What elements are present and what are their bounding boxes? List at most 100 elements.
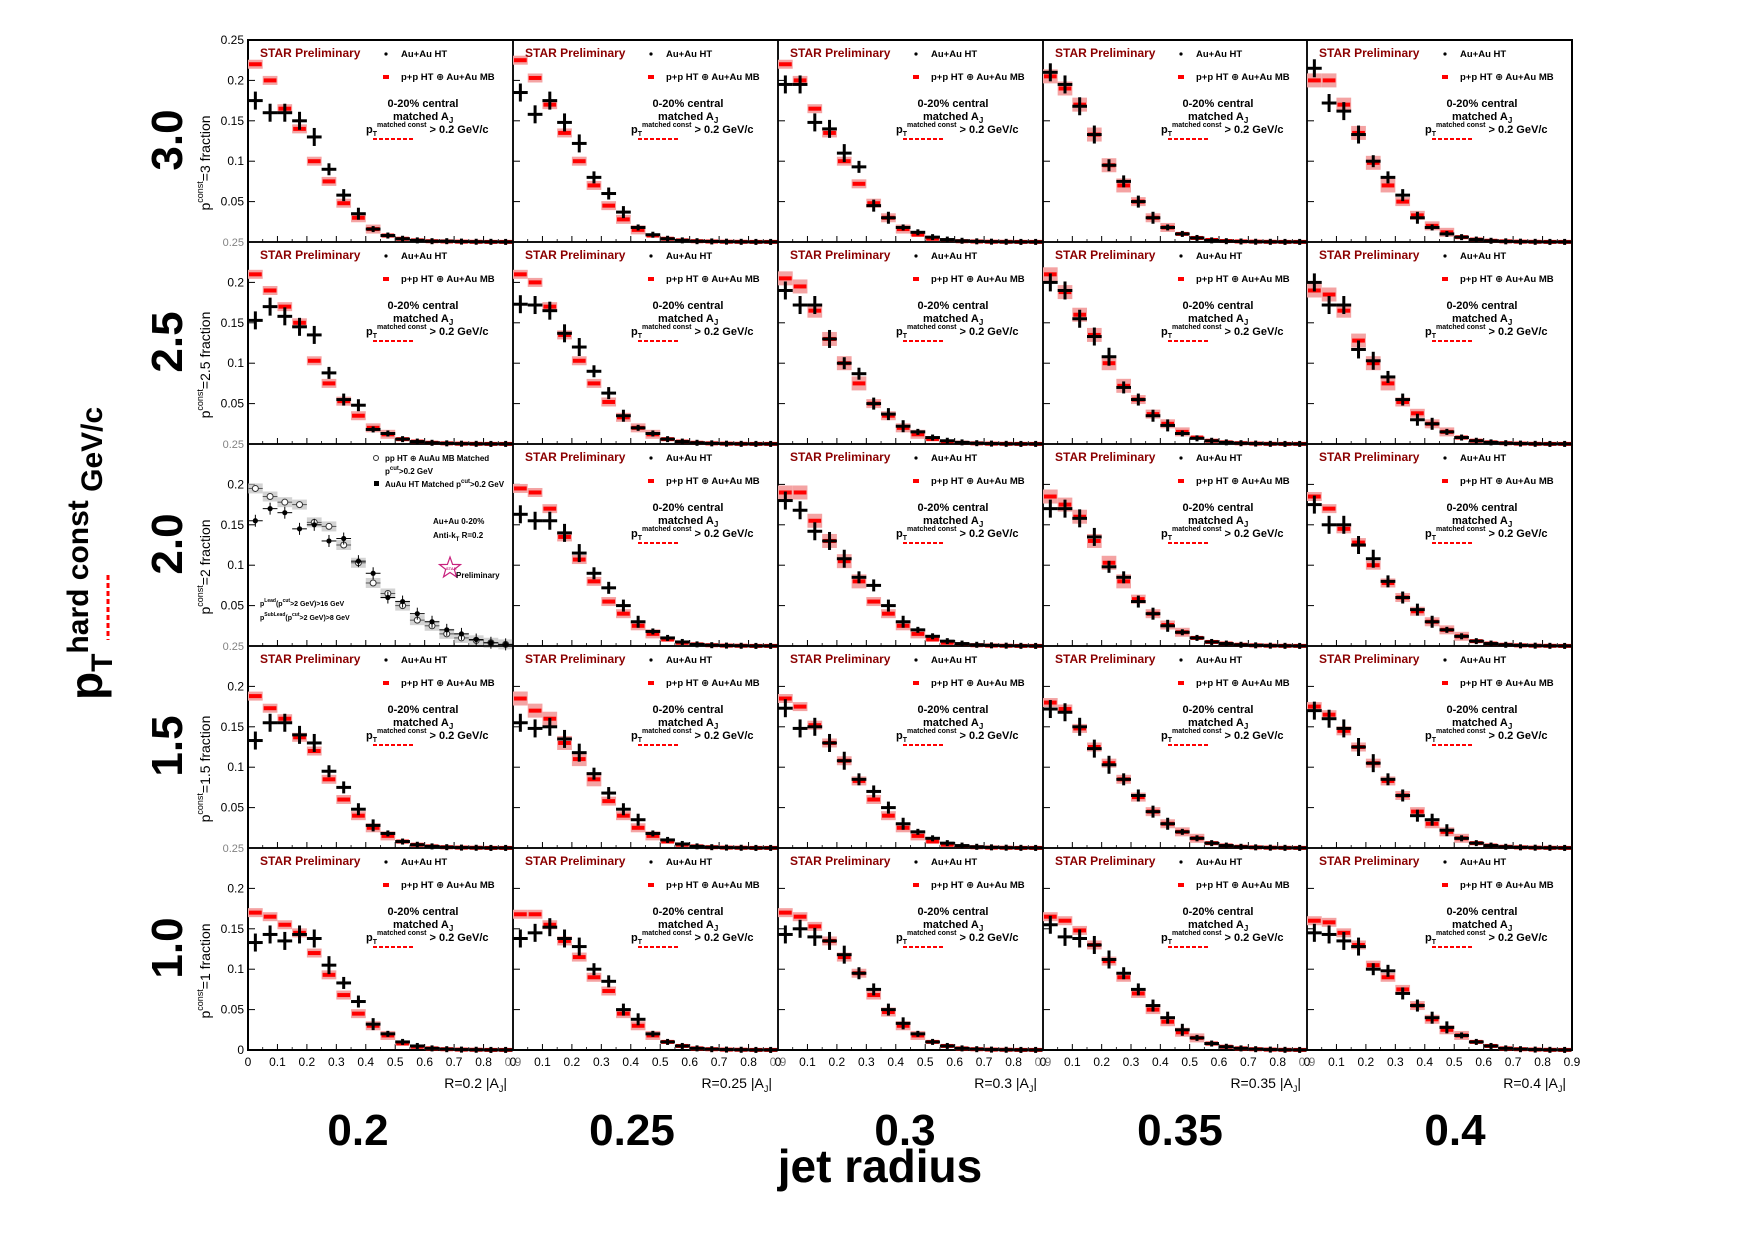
matched-aj-label: matched AJ	[1452, 111, 1512, 125]
centrality-label: 0-20% central	[388, 906, 459, 918]
y-tick-label: 0.1	[227, 558, 244, 572]
legend-pp-label: p+p HT ⊕ Au+Au MB	[401, 72, 495, 83]
y-axis-title: pThard const GeV/c	[60, 407, 119, 700]
legend-auau-label: Au+Au HT	[931, 655, 977, 666]
row-label-1.5: 1.5	[143, 715, 192, 776]
centrality-label: 0-20% central	[918, 502, 989, 514]
star-preliminary-label: STAR Preliminary	[260, 652, 361, 666]
x-tick-label: 0.2	[1358, 1055, 1375, 1069]
legend-pp-marker	[383, 883, 389, 887]
legend-pp-marker	[1442, 681, 1448, 685]
x-tick-label: 0	[775, 1055, 782, 1069]
column-label-0.4: 0.4	[1424, 1106, 1486, 1155]
legend-auau-marker	[1179, 456, 1183, 460]
x-tick-label: 0.4	[887, 1055, 904, 1069]
column-label-0.25: 0.25	[589, 1106, 675, 1155]
auau-marker	[444, 627, 450, 633]
star-preliminary-label: STAR Preliminary	[1055, 450, 1156, 464]
panel-y-label: pconst=1.5 fraction	[195, 716, 213, 823]
pp-marker	[352, 813, 365, 818]
panel-frame	[1306, 241, 1573, 445]
panel-r4-c3: STAR Preliminary Au+Au HT p+p HT ⊕ Au+Au M…	[777, 645, 1044, 851]
pp-marker	[631, 1023, 645, 1028]
x-tick-label: 0.7	[446, 1055, 463, 1069]
pp-marker	[602, 989, 616, 994]
centrality-label: 0-20% central	[388, 704, 459, 716]
panel-frame	[1042, 443, 1308, 647]
x-tick-label: 0.8	[475, 1055, 492, 1069]
pp-marker	[602, 203, 616, 208]
panel-r3-c2: STAR Preliminary Au+Au HT p+p HT ⊕ Au+Au M…	[512, 443, 779, 649]
centrality-label: 0-20% central	[1183, 906, 1254, 918]
panel-frame	[1306, 645, 1573, 849]
legend-pp-marker	[913, 883, 919, 887]
pp-marker	[263, 288, 277, 293]
matched-aj-label: matched AJ	[1452, 515, 1512, 529]
pt-cut-label: pTmatched const > 0.2 GeV/c	[1161, 122, 1284, 138]
pt-cut-label: pTmatched const > 0.2 GeV/c	[1161, 526, 1284, 542]
panel-r3-c3: STAR Preliminary Au+Au HT p+p HT ⊕ Au+Au M…	[777, 443, 1044, 649]
auau-marker	[458, 631, 465, 637]
centrality-label: 0-20% central	[1183, 98, 1254, 110]
y-tick-label: 0.15	[221, 518, 245, 532]
pp-marker	[1411, 411, 1424, 416]
y-tick-label: 0.15	[221, 922, 245, 936]
legend-auau-marker	[1443, 254, 1447, 258]
pp-marker	[528, 280, 542, 285]
legend-pp-marker	[1178, 681, 1184, 685]
sublead-cut-label: pSubLead(pcut>2 GeV)>8 GeV	[260, 612, 350, 622]
x-tick-label: 0.3	[858, 1055, 875, 1069]
pp-marker	[779, 696, 792, 701]
star-preliminary-label: STAR Preliminary	[1055, 854, 1156, 868]
auau-marker	[399, 598, 406, 605]
pp-marker	[793, 914, 807, 919]
auau-marker	[370, 570, 376, 576]
legend-auau-marker	[384, 52, 388, 56]
column-label-0.3: 0.3	[874, 1106, 935, 1155]
star-preliminary-label: STAR Preliminary	[1319, 450, 1420, 464]
x-tick-label: 0.5	[917, 1055, 934, 1069]
auau-marker	[355, 558, 362, 564]
x-tick-label: 0.4	[357, 1055, 374, 1069]
legend-pp-marker	[648, 479, 654, 483]
legend-auau-marker	[1443, 456, 1447, 460]
matched-aj-label: matched AJ	[1188, 717, 1248, 731]
legend-pp-label: p+p HT ⊕ Au+Au MB	[1196, 678, 1290, 689]
panel-frame	[247, 645, 514, 849]
pp-marker	[587, 975, 601, 980]
matched-aj-label: matched AJ	[923, 111, 983, 125]
x-tick-label: 0.4	[1416, 1055, 1433, 1069]
y-tick-label: 0.2	[227, 275, 244, 289]
pp-marker	[514, 58, 527, 63]
legend-auau-label: Au+Au HT	[1460, 655, 1506, 666]
pp-marker	[587, 579, 601, 584]
row-label-1.0: 1.0	[143, 917, 192, 978]
legend-auau-label: Au+Au HT	[1460, 251, 1506, 262]
panel-frame	[247, 39, 514, 243]
panel-frame	[777, 847, 1044, 1051]
star-logo-icon	[437, 555, 463, 579]
pt-cut-label: pTmatched const > 0.2 GeV/c	[1425, 122, 1548, 138]
legend-auau-label: Au+Au HT	[666, 655, 712, 666]
star-preliminary-label: STAR Preliminary	[525, 46, 626, 60]
panel-frame	[1042, 645, 1308, 849]
pt-cut-label: pTmatched const > 0.2 GeV/c	[1425, 728, 1548, 744]
panel-frame	[777, 241, 1044, 445]
legend-auau-label: Au+Au HT	[1460, 49, 1506, 60]
centrality-label: 0-20% central	[1183, 300, 1254, 312]
centrality-label: 0-20% central	[653, 502, 724, 514]
y-tick-label: 0	[237, 1043, 244, 1057]
legend-pp-label: p+p HT ⊕ Au+Au MB	[401, 274, 495, 285]
x-tick-label: 0.7	[711, 1055, 728, 1069]
pp-marker	[514, 486, 527, 491]
pp-marker	[249, 694, 262, 699]
pp-marker	[572, 159, 586, 164]
panel-r5-c5: STAR Preliminary Au+Au HT p+p HT ⊕ Au+Au M…	[1304, 847, 1581, 1094]
legend-auau-marker	[914, 658, 918, 662]
pp-marker	[793, 490, 807, 495]
legend-auau-marker	[1443, 658, 1447, 662]
x-tick-label: 0.2	[1093, 1055, 1110, 1069]
pp-marker	[352, 1011, 365, 1016]
matched-aj-label: matched AJ	[1452, 313, 1512, 327]
panel-r5-c1: STAR Preliminary Au+Au HT p+p HT ⊕ Au+Au M…	[195, 843, 522, 1094]
